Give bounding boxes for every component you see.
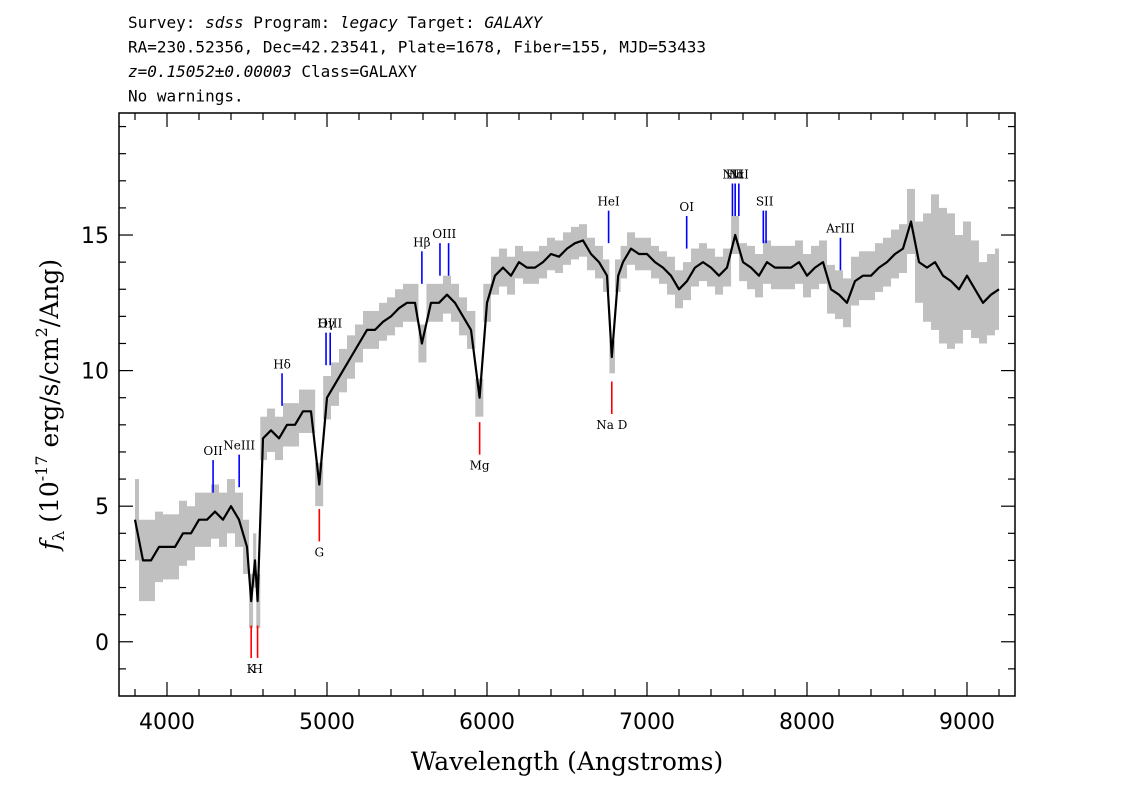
y-axis-title-part: /Ang) — [35, 259, 64, 327]
header-text: Class=GALAXY — [292, 62, 418, 81]
line-label: NII — [722, 168, 742, 182]
header-text: No warnings. — [128, 87, 244, 106]
line-label: OIII — [318, 317, 342, 331]
header-text: Target: — [398, 13, 485, 32]
line-label: Hγ — [317, 317, 335, 331]
plot-frame — [118, 112, 1016, 697]
header-text: Survey: — [128, 13, 205, 32]
line-label: NII — [729, 168, 749, 182]
line-label: NeIII — [223, 439, 255, 453]
x-tick-label: 6000 — [459, 710, 515, 735]
header-text: legacy — [340, 13, 398, 32]
flux-line — [133, 220, 1000, 603]
header-line: Survey: sdss Program: legacy Target: GAL… — [128, 13, 544, 32]
header-text: GALAXY — [484, 13, 543, 32]
y-tick-label: 15 — [81, 224, 109, 249]
header-line: RA=230.52356, Dec=42.23541, Plate=1678, … — [128, 38, 706, 57]
line-label: Na D — [596, 418, 627, 432]
x-tick-label: 4000 — [139, 710, 195, 735]
x-tick-label: 8000 — [779, 710, 835, 735]
line-label: OII — [203, 444, 223, 458]
y-axis-title-part: f — [35, 537, 64, 552]
line-label: Hδ — [273, 357, 291, 371]
line-label: Mg — [470, 459, 490, 473]
line-label: ArIII — [825, 222, 855, 236]
header-text: z=0.15052±0.00003 — [128, 62, 292, 81]
y-tick-label: 10 — [81, 360, 109, 385]
line-label: OIII — [432, 227, 456, 241]
line-label: OI — [679, 200, 694, 214]
x-axis-title: Wavelength (Angstroms) — [411, 747, 723, 776]
line-label: Hα — [726, 168, 745, 182]
line-label: H — [252, 662, 262, 676]
header-text: Program: — [244, 13, 340, 32]
line-label: HeI — [597, 195, 620, 209]
x-tick-label: 7000 — [619, 710, 675, 735]
error-band — [995, 248, 999, 330]
line-label: G — [315, 545, 325, 559]
header-line: z=0.15052±0.00003 Class=GALAXY — [128, 62, 417, 81]
x-tick-label: 5000 — [299, 710, 355, 735]
line-label: Hβ — [413, 235, 430, 249]
x-tick-label: 9000 — [939, 710, 995, 735]
y-axis-title-part: λ — [49, 531, 68, 541]
y-axis-title-part: (10 — [35, 481, 64, 531]
y-axis-title-part: 2 — [32, 327, 51, 337]
error-band — [135, 479, 139, 561]
y-axis-title-part: erg/s/cm — [35, 337, 64, 455]
y-axis-title-part: -17 — [32, 455, 51, 481]
header-text: RA=230.52356, Dec=42.23541, Plate=1678, … — [128, 38, 706, 57]
y-tick-label: 0 — [95, 631, 109, 656]
y-axis-title: fλ (10-17 erg/s/cm2/Ang) — [32, 259, 68, 552]
header-line: No warnings. — [128, 87, 244, 106]
header-text: sdss — [205, 13, 244, 32]
y-tick-label: 5 — [95, 495, 109, 520]
line-label: K — [247, 662, 257, 676]
line-label: SII — [756, 195, 774, 209]
